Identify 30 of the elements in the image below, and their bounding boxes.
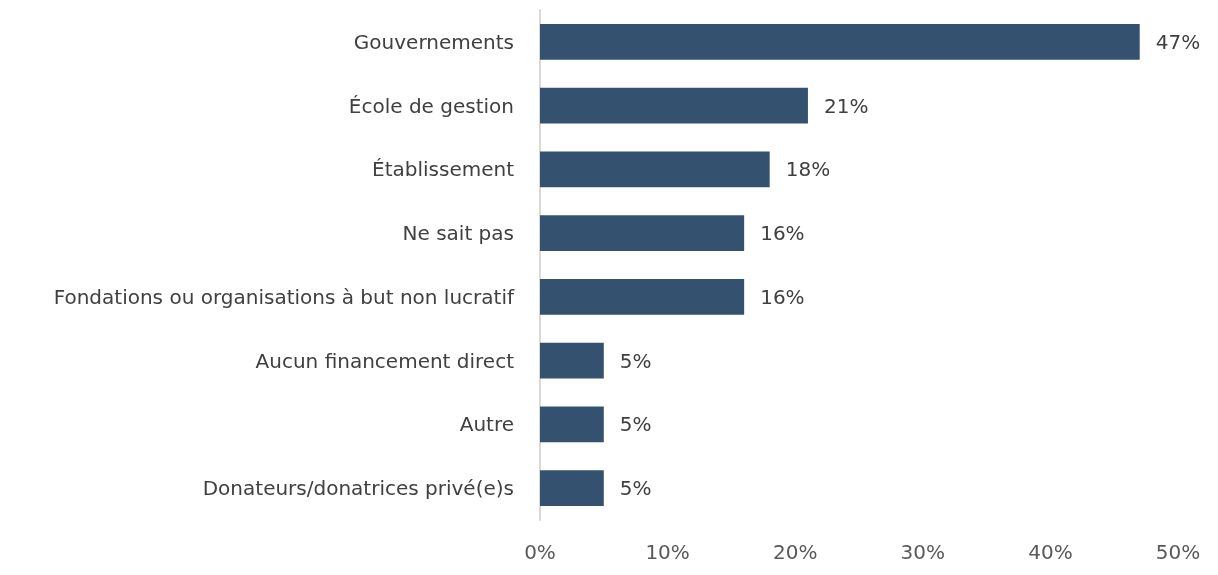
data-label: 16% [760,284,805,309]
data-label: 18% [785,157,831,182]
data-label: 5% [619,476,652,501]
bar [540,342,604,379]
bar [540,24,1140,60]
x-tick-label: 30% [900,540,946,564]
bar [540,279,745,315]
bar [540,470,604,506]
y-tick-label: Donateurs/donatrices privé(e)s [202,476,514,501]
data-label: 5% [619,412,652,437]
data-label: 16% [760,221,805,246]
bar [540,151,770,188]
y-tick-label: Gouvernements [353,29,514,54]
y-tick-label: Ne sait pas [402,221,514,246]
data-label: 21% [823,93,869,118]
x-tick-label: 20% [772,540,818,564]
bar [540,215,745,251]
x-tick-label: 0% [524,540,556,564]
y-tick-label: Établissement [372,157,515,182]
y-tick-label: Fondations ou organisations à but non lucratif [53,284,515,309]
x-tick-label: 10% [645,540,690,564]
y-tick-label: Autre [459,412,514,437]
x-tick-label: 50% [1155,540,1201,564]
y-tick-label: École de gestion [348,93,514,118]
y-tick-label: Aucun financement direct [255,348,515,373]
data-label: 47% [1155,29,1201,54]
bar [540,87,808,124]
x-tick-label: 40% [1028,540,1073,564]
data-label: 5% [619,348,652,373]
bar [540,406,604,443]
